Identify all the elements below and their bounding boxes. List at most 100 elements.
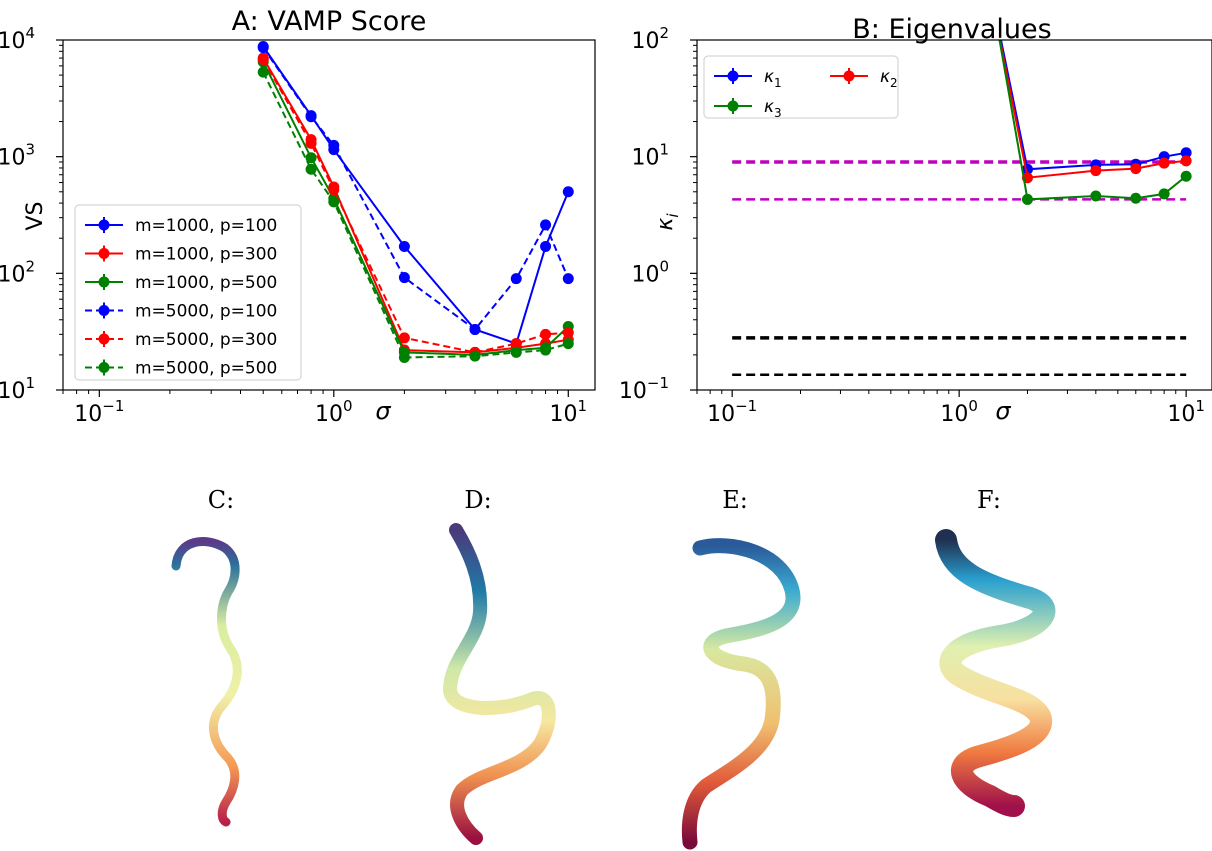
legend-label: κ1 [764,67,782,90]
data-point [1180,147,1192,159]
legend-label: κ2 [880,67,898,90]
data-point [398,332,410,344]
data-point [540,240,552,252]
legend-label: m=5000, p=300 [135,330,277,350]
x-tick-label: 10−1 [707,397,757,427]
data-point [257,54,269,66]
data-point [562,273,574,285]
series-line-1 [999,40,1187,179]
legend-box [74,204,302,381]
data-point [510,338,522,350]
protein-ribbon-e [681,538,801,850]
panel-c-label: C: [208,486,234,514]
legend-label: m=5000, p=100 [135,302,277,322]
panel-c: C: [171,486,242,827]
data-point [305,152,317,164]
data-point [398,351,410,363]
data-point [257,42,269,54]
panel-d: D: [442,486,556,845]
legend-marker [98,333,110,345]
legend-label: m=1000, p=100 [135,216,277,236]
data-point [562,327,574,339]
legend-marker [727,100,739,112]
data-point [328,196,340,208]
legend-label: m=1000, p=500 [135,273,277,293]
data-point [1090,190,1102,202]
panel-d-label: D: [464,486,491,514]
x-tick-label: 101 [1167,397,1205,427]
series-line-0 [262,45,570,345]
data-point [1130,163,1142,175]
chart-vamp-score: A: VAMP Score 10−1 100 101 101 102 103 104 σ V… [0,6,596,427]
legend-marker [98,305,110,316]
series-line-3 [262,47,570,331]
data-point [1180,170,1192,182]
data-point [1021,193,1033,205]
legend-marker [727,70,739,82]
data-point [1130,192,1142,204]
data-point [510,273,522,285]
data-point [257,66,269,78]
y-tick-label: 102 [631,24,669,54]
chart-a-xlabel: σ [375,397,391,425]
data-point [398,240,410,252]
x-tick-label: 10−1 [74,397,124,427]
y-tick-label: 102 [0,257,35,287]
data-point [1158,188,1170,200]
svg-text:κi: κi [653,213,682,231]
data-point [328,184,340,196]
chart-b-xlabel: σ [995,397,1011,425]
data-point [328,139,340,151]
data-point [562,186,574,198]
legend-marker [98,219,110,231]
legend-marker [843,70,855,82]
protein-ribbon-f [935,529,1056,817]
y-tick-label: 101 [0,374,35,404]
data-point [540,219,552,231]
legend-label: κ3 [764,97,782,120]
legend-marker [98,362,110,373]
data-point [1090,165,1102,177]
protein-ribbon-c [171,537,242,827]
panel-f: F: [935,486,1056,817]
panel-f-label: F: [977,486,1001,514]
legend-label: m=5000, p=500 [135,359,277,379]
data-point [1180,155,1192,167]
chart-a-frame [62,39,596,391]
chart-a-title: A: VAMP Score [232,6,427,37]
data-point [398,272,410,284]
y-tick-label: 10−1 [619,374,669,404]
y-tick-label: 104 [0,24,35,54]
chart-b-ylabel: κi [653,213,682,231]
data-point [305,111,317,123]
y-tick-label: 103 [0,141,35,171]
y-tick-label: 100 [631,257,669,287]
data-point [540,344,552,356]
data-point [305,137,317,149]
series-line-0 [999,40,1187,171]
series-line-2 [262,61,569,356]
data-point [562,338,574,350]
panel-e: E: [681,486,801,850]
data-point [469,350,481,362]
protein-ribbon-d [442,523,556,845]
data-point [540,328,552,340]
data-point [305,163,317,175]
legend-label: m=1000, p=300 [135,245,277,265]
y-tick-label: 101 [631,141,669,171]
legend-marker [98,248,110,259]
x-tick-label: 100 [315,397,353,427]
data-point [510,346,522,358]
series-line-1 [262,57,569,354]
series-line-4 [262,59,569,354]
legend-marker [98,276,110,288]
chart-b-frame [696,39,1212,391]
data-point [469,324,481,336]
data-point [1158,157,1170,169]
x-tick-label: 100 [940,397,978,427]
panel-e-label: E: [722,486,748,514]
chart-a-ylabel: VS [23,201,48,230]
x-tick-label: 101 [550,397,588,427]
